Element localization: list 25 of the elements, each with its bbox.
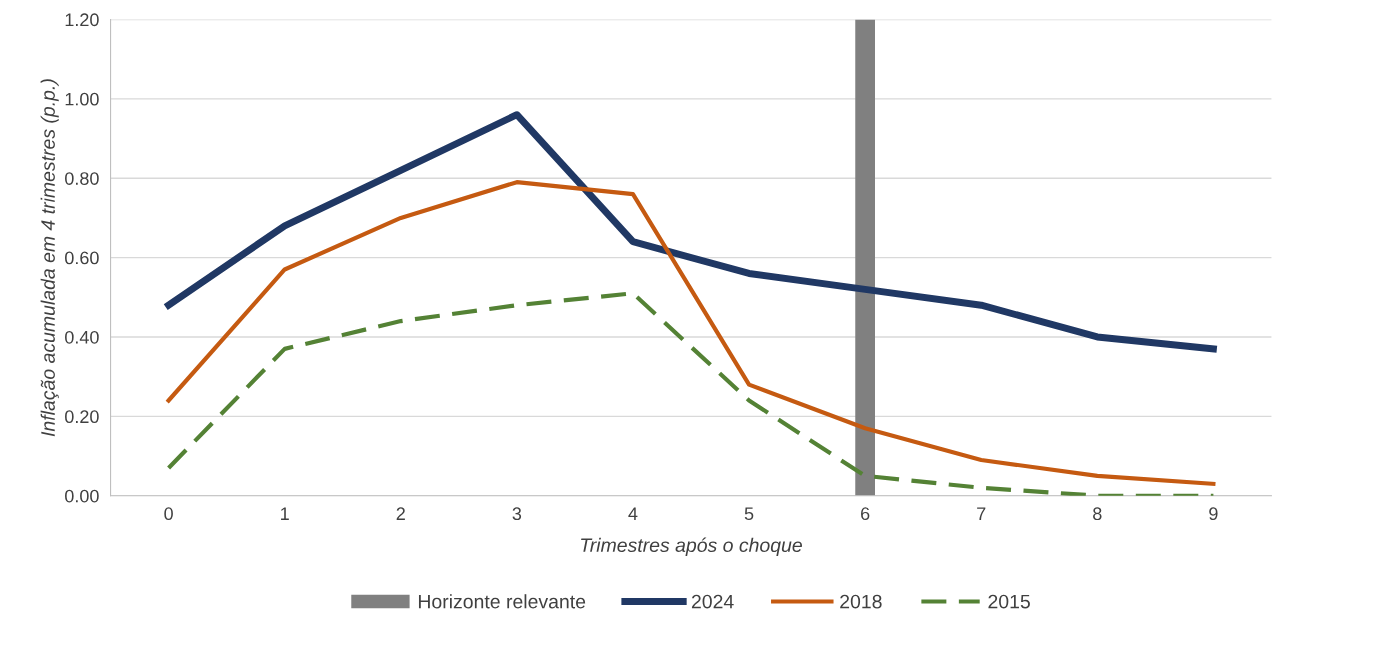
- legend-label: 2024: [691, 594, 734, 609]
- y-axis-title: Inflação acumulada em 4 trimestres (p.p.): [40, 79, 59, 437]
- legend-label: 2018: [840, 594, 882, 609]
- y-tick-label: 1.20: [65, 13, 99, 27]
- line-series: [166, 180, 1216, 486]
- x-tick-label: 5: [744, 507, 754, 521]
- legend-label: 2015: [988, 594, 1030, 609]
- y-tick-label: 1.00: [65, 92, 99, 106]
- x-tick-label: 9: [1209, 507, 1218, 521]
- x-tick-label: 0: [164, 507, 173, 521]
- x-tick-label: 7: [977, 507, 986, 520]
- x-tick-label: 1: [281, 507, 289, 520]
- y-tick-label: 0.00: [65, 489, 99, 503]
- x-tick-label: 6: [861, 507, 870, 521]
- line-series: [166, 291, 1216, 496]
- x-tick-label: 2: [396, 507, 405, 520]
- y-tick-label: 0.40: [65, 330, 99, 344]
- x-tick-label: 8: [1093, 507, 1102, 521]
- x-tick-label: 3: [512, 507, 522, 521]
- y-tick-label: 0.60: [65, 251, 99, 265]
- legend-label: Horizonte relevante: [418, 594, 586, 609]
- x-tick-label: 4: [628, 507, 638, 520]
- y-tick-label: 0.20: [65, 410, 99, 424]
- y-tick-label: 0.80: [65, 172, 99, 185]
- x-axis-title: Trimestres após o choque: [581, 537, 802, 556]
